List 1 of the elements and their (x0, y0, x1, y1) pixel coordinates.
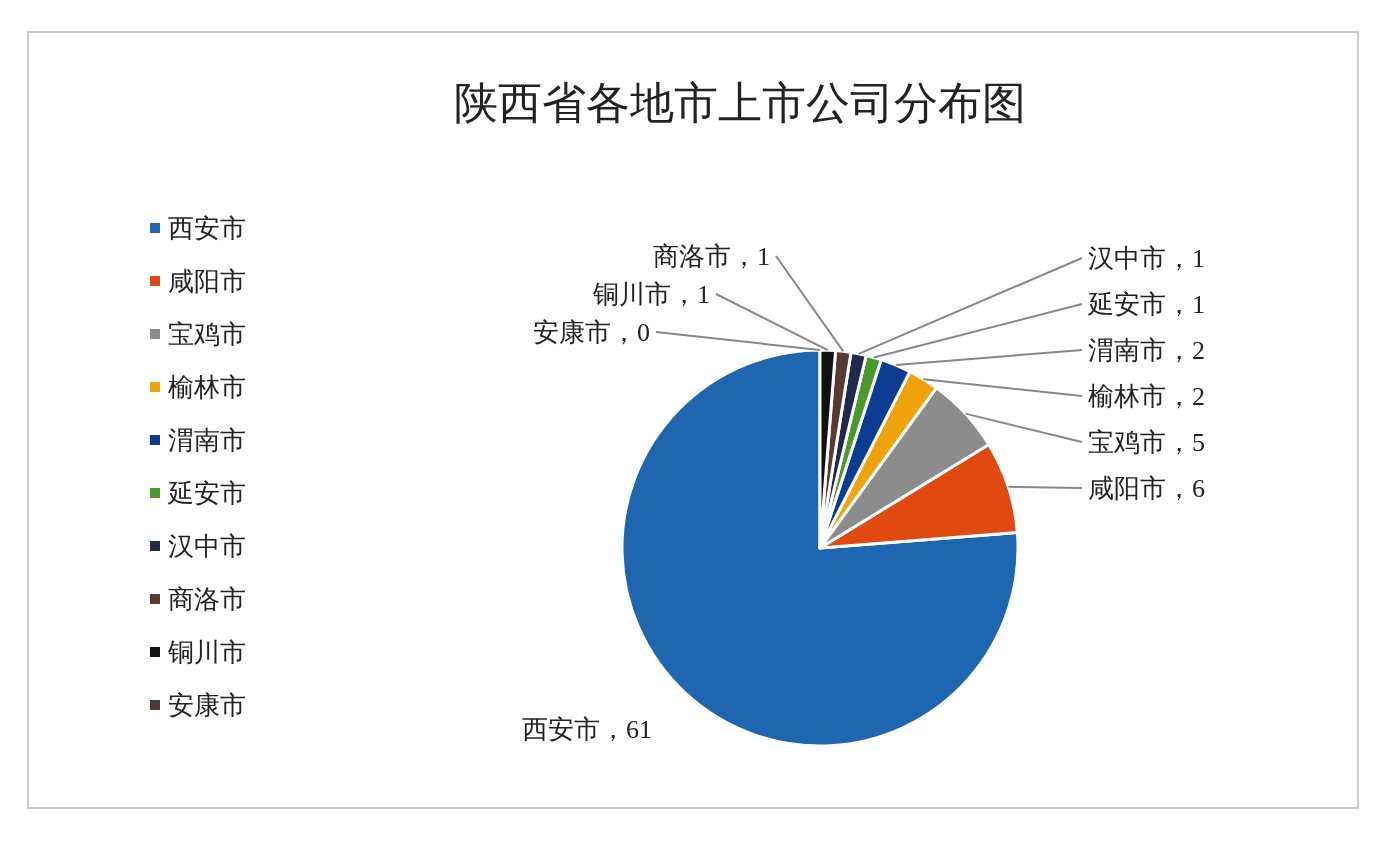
title: 陕西省各地市上市公司分布图 (454, 78, 1026, 128)
